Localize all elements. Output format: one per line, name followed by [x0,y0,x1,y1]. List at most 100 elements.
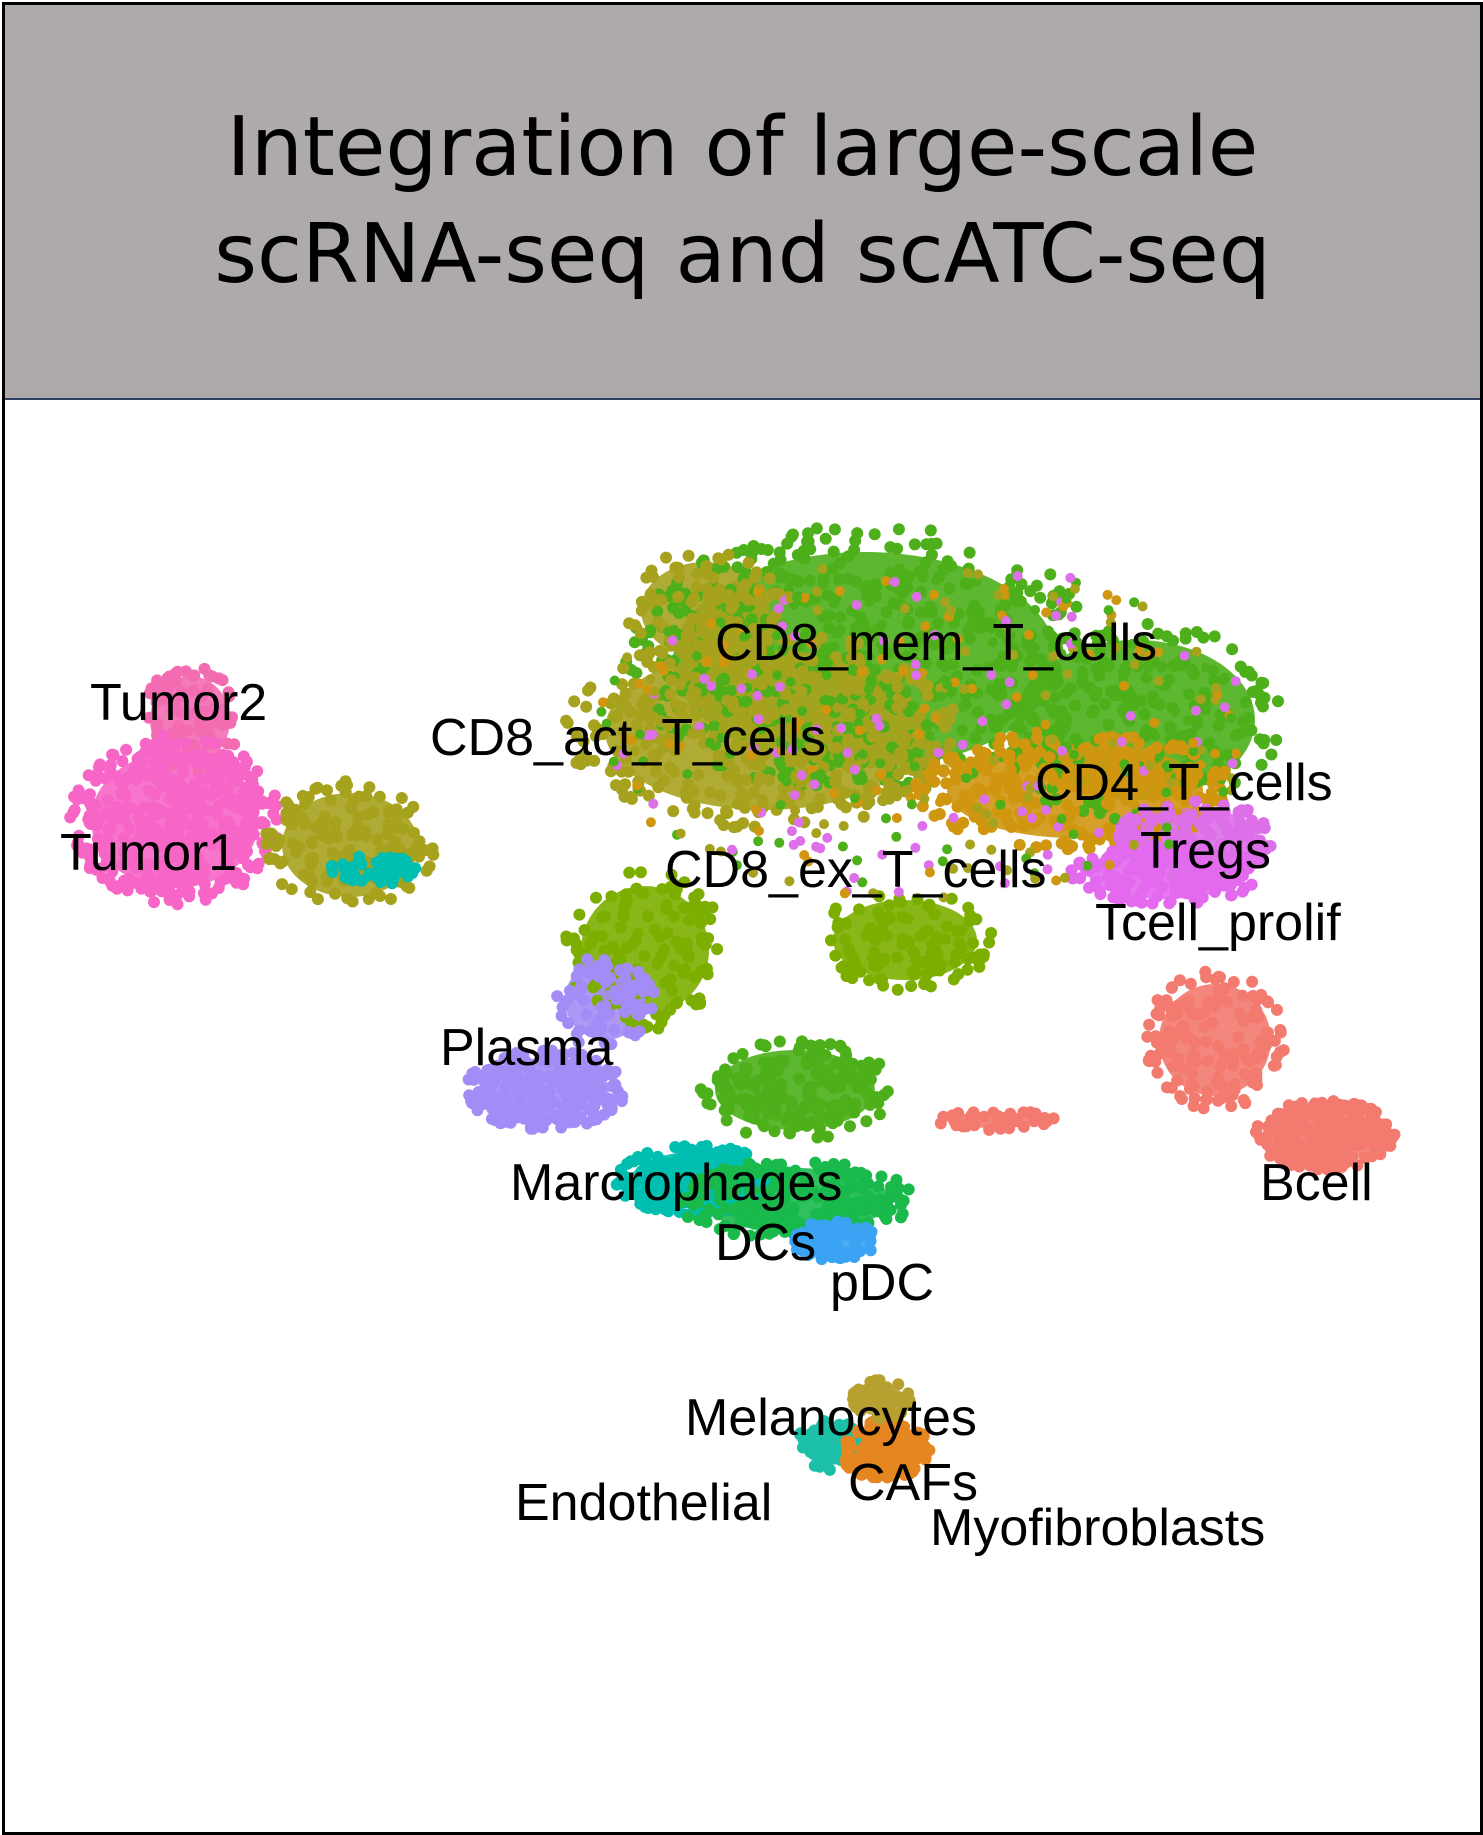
point-cd8-act-t-cells [610,694,623,707]
point-cd8-mem-t-cells [1056,813,1067,824]
point-cd8-mem-t-cells [743,1110,756,1123]
point-tumor1 [126,847,139,860]
point-cd8-act-t-cells [1040,690,1051,701]
label-tumor2: Tumor2 [90,674,267,732]
point-bcell [1274,1026,1287,1039]
point-dcs [789,1164,802,1177]
point-cd8-ex-t-cells [839,933,852,946]
point-bcell [1212,984,1225,997]
point-cd8-mem-t-cells [1142,660,1155,672]
point-bcell [1151,1066,1164,1079]
point-cd8-act-t-cells [373,890,386,902]
point-cd8-act-t-cells [426,842,439,855]
point-bcell [1252,993,1264,1006]
point-tumor1 [204,789,217,802]
point-cd8-mem-t-cells [1255,676,1268,689]
point-cd8-ex-t-cells [634,866,647,879]
point-tregs [774,681,785,692]
point-tregs [842,747,853,758]
point-tregs [1230,676,1241,687]
point-cd4-t-cells [891,813,902,823]
point-cd8-act-t-cells [630,719,643,732]
point-cd8-mem-t-cells [771,1065,784,1078]
point-bcell [957,1120,970,1133]
point-cd8-act-t-cells [747,622,760,635]
point-cd8-mem-t-cells [1155,660,1168,673]
point-cd8-mem-t-cells [720,1114,733,1127]
point-bcell [1165,1007,1178,1019]
point-cd8-mem-t-cells [802,527,814,540]
point-pdc [812,1222,825,1234]
point-cd8-act-t-cells [794,757,807,770]
point-plasma [466,1097,478,1109]
point-cd4-t-cells [948,822,958,833]
point-cd8-mem-t-cells [896,566,909,579]
point-bcell [1202,996,1214,1008]
point-cd8-mem-t-cells [785,677,796,687]
point-cd8-mem-t-cells [1190,713,1203,726]
point-tumor1 [187,749,200,762]
point-cd8-act-t-cells [700,560,713,573]
point-cd8-act-t-cells [830,741,843,754]
point-cd8-mem-t-cells [1226,643,1239,656]
point-tumor1 [160,829,173,842]
point-cd8-act-t-cells [667,805,680,818]
point-cd8-mem-t-cells [811,1114,824,1127]
point-cd8-act-t-cells [727,598,740,611]
point-marcrophages [384,863,397,876]
point-marcrophages [698,1151,711,1164]
point-plasma [645,1002,658,1015]
point-cd8-ex-t-cells [683,951,696,964]
point-cd8-act-t-cells [817,564,828,575]
point-cd8-ex-t-cells [872,906,885,919]
point-tumor1 [148,788,161,801]
point-tregs [1093,827,1104,838]
point-tumor1 [106,749,119,762]
point-cd8-act-t-cells [783,657,796,669]
point-tumor1 [144,877,156,889]
point-tcell-prolif [1137,882,1150,895]
point-tumor2 [193,725,206,738]
point-cd8-mem-t-cells [868,528,881,541]
point-bcell [1143,1055,1155,1068]
point-cd8-act-t-cells [403,881,416,894]
point-cd4-t-cells [834,586,845,597]
point-cd8-ex-t-cells [854,965,867,978]
point-cd8-act-t-cells [1023,792,1034,803]
point-cd4-t-cells [980,764,993,777]
point-cd8-mem-t-cells [740,1062,753,1075]
point-cd8-mem-t-cells [1137,635,1150,648]
point-cd8-ex-t-cells [848,957,861,970]
point-cd8-mem-t-cells [1212,719,1225,732]
point-cd8-act-t-cells [287,837,299,850]
point-cd8-act-t-cells [801,748,814,761]
point-bcell [1176,1061,1189,1074]
point-cd4-t-cells [1086,751,1099,764]
point-cd8-act-t-cells [892,768,905,781]
point-cd8-act-t-cells [757,705,770,718]
point-cd8-act-t-cells [898,749,909,760]
label-plasma: Plasma [440,1019,613,1077]
point-cd4-t-cells [754,826,764,836]
point-tcell-prolif [1188,893,1201,906]
point-cd8-mem-t-cells [1109,812,1121,825]
point-cd8-act-t-cells [260,838,273,850]
point-plasma [469,1071,482,1084]
point-cd8-ex-t-cells [637,887,650,900]
point-plasma [591,1084,604,1097]
point-bcell [1318,1125,1331,1138]
point-cd8-mem-t-cells [733,1075,746,1087]
point-plasma [597,957,610,970]
point-tregs [1004,677,1015,688]
point-tregs [752,690,763,701]
point-tumor1 [209,737,222,750]
point-myofibroblasts [896,1455,909,1468]
point-plasma [633,1008,646,1021]
point-cd8-mem-t-cells [1121,694,1132,705]
point-cd8-act-t-cells [1191,646,1202,657]
point-bcell [1378,1126,1390,1139]
point-cd8-mem-t-cells [777,1054,790,1067]
point-plasma [575,1048,588,1061]
point-bcell [1250,1126,1262,1139]
point-cd8-mem-t-cells [793,1072,806,1085]
